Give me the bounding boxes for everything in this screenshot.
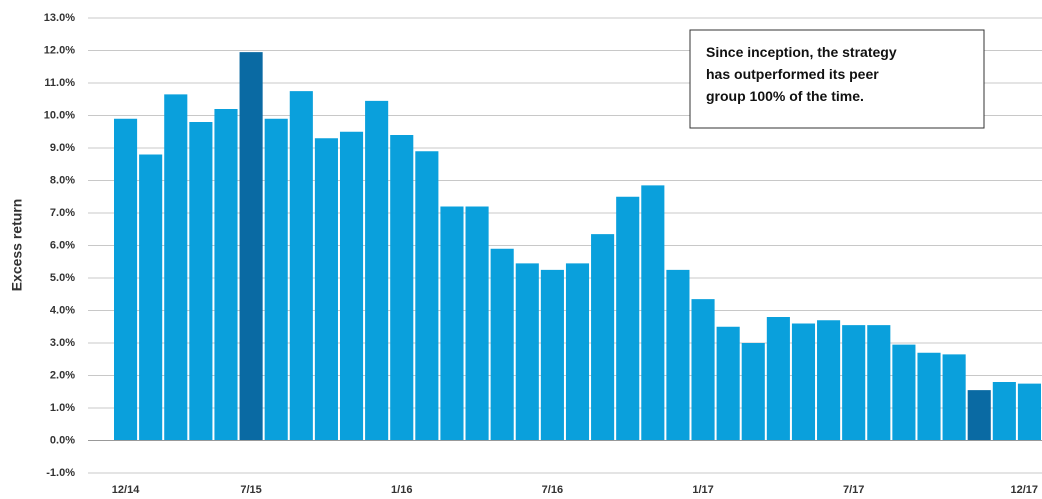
y-tick-label: 6.0% [50,239,75,251]
bar [465,206,489,441]
x-tick-label: 7/16 [542,484,563,496]
bar [540,269,564,441]
bar [289,91,313,441]
y-tick-label: 3.0% [50,337,75,349]
y-tick-label: -1.0% [46,467,75,479]
bar [817,320,841,441]
bar [892,344,916,441]
x-tick-label: 7/15 [240,484,261,496]
bar [189,122,213,441]
bar [741,343,765,441]
y-tick-label: 9.0% [50,142,75,154]
y-tick-label: 5.0% [50,272,75,284]
annotation-box [689,29,985,129]
y-tick-label: 0.0% [50,434,75,446]
bar [666,269,690,441]
x-tick-label: 12/14 [112,484,140,496]
bar [365,100,389,441]
bar [314,138,338,441]
bar [415,151,439,441]
y-axis-label: Excess return [9,199,25,292]
bar [992,382,1016,441]
bar [239,52,263,441]
bar [766,317,790,441]
bar [942,354,966,441]
y-tick-label: 1.0% [50,402,75,414]
y-tick-label: 7.0% [50,207,75,219]
x-tick-label: 1/16 [391,484,412,496]
bar [139,154,163,441]
bar [390,135,414,441]
x-tick-label: 12/17 [1010,484,1038,496]
bar [565,263,590,441]
annotation-line: Since inception, the strategy [706,44,897,60]
y-tick-label: 12.0% [44,44,75,56]
bar [716,326,740,441]
annotation-line: has outperformed its peer [706,66,879,82]
y-tick-label: 2.0% [50,369,75,381]
bar [490,248,514,441]
y-tick-label: 8.0% [50,174,75,186]
y-tick-label: 4.0% [50,304,75,316]
bar [264,118,288,441]
y-tick-label: 11.0% [44,77,75,89]
bar [339,131,364,441]
bar [641,185,665,441]
bar [1017,383,1041,441]
bar [917,352,941,441]
bar [616,196,640,441]
bar [164,94,188,441]
annotation-line: group 100% of the time. [706,88,864,104]
x-tick-label: 7/17 [843,484,864,496]
bar [791,323,816,441]
bar [691,299,715,441]
x-tick-label: 1/17 [692,484,713,496]
bar [114,118,138,441]
bar [591,234,615,441]
bar [214,109,238,441]
bar [515,263,539,441]
bar [440,206,464,441]
y-tick-label: 10.0% [44,109,75,121]
bar [867,325,891,441]
bar [967,390,991,441]
y-tick-label: 13.0% [44,12,75,24]
bar [842,325,866,441]
